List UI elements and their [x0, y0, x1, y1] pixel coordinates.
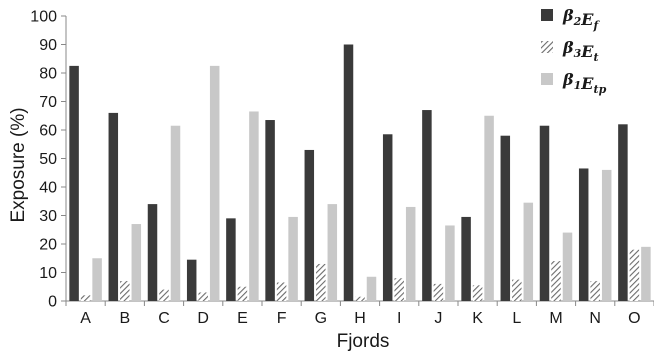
- bar-series-1-M: [539, 125, 550, 301]
- y-tick-label: 80: [39, 66, 57, 83]
- x-tick-label: M: [549, 310, 562, 327]
- bar-series-3-K: [484, 115, 494, 301]
- y-tick-label: 0: [48, 294, 57, 311]
- bar-series-2-C: [159, 289, 169, 301]
- x-axis-title: Fjords: [337, 331, 390, 352]
- bar-series-3-A: [92, 258, 102, 301]
- bar-series-3-E: [249, 111, 259, 301]
- y-tick-label: 10: [39, 265, 57, 282]
- bar-series-3-L: [523, 202, 534, 301]
- legend: β2Ef β3Et β1Etp: [541, 6, 607, 96]
- bar-series-1-K: [461, 216, 471, 301]
- bar-series-2-I: [394, 278, 404, 301]
- bar-series-2-B: [120, 281, 130, 301]
- bar-series-2-M: [551, 261, 561, 301]
- bar-series-3-O: [641, 246, 651, 301]
- x-tick-label: J: [434, 310, 442, 327]
- legend-swatch-3: [541, 73, 553, 85]
- bar-series-1-L: [500, 135, 511, 301]
- x-tick-label: E: [237, 310, 248, 327]
- bar-series-2-D: [198, 292, 208, 301]
- y-tick-label: 20: [39, 237, 57, 254]
- x-tick-label: D: [197, 310, 209, 327]
- bar-series-3-F: [288, 216, 298, 301]
- x-tick-label: L: [512, 310, 521, 327]
- legend-swatch-1: [541, 9, 553, 21]
- legend-swatch-2: [541, 41, 553, 53]
- y-tick-label: 40: [39, 180, 57, 197]
- bar-series-2-A: [80, 295, 91, 301]
- bar-series-1-I: [382, 134, 393, 301]
- x-tick-label: N: [589, 310, 601, 327]
- y-tick-label: 90: [39, 37, 57, 54]
- bar-series-2-H: [355, 296, 365, 301]
- y-tick-label: 70: [39, 94, 57, 111]
- bar-series-1-J: [422, 110, 432, 301]
- bar-series-2-K: [472, 285, 483, 301]
- legend-label-3: β1Etp: [562, 70, 607, 96]
- x-tick-label: O: [628, 310, 640, 327]
- bar-series-2-G: [316, 263, 326, 301]
- bar-series-3-B: [131, 224, 142, 301]
- bar-series-2-F: [276, 282, 287, 301]
- bar-series-1-E: [226, 218, 236, 301]
- legend-label-1: β2Ef: [562, 6, 600, 32]
- bar-series-1-B: [108, 112, 119, 302]
- y-tick-label: 50: [39, 151, 57, 168]
- x-tick-label: F: [277, 310, 287, 327]
- x-tick-label: A: [80, 310, 91, 327]
- bar-series-1-O: [618, 124, 628, 301]
- bar-series-1-H: [343, 44, 354, 301]
- bar-series-1-N: [578, 168, 589, 301]
- bar-series-2-L: [512, 279, 522, 302]
- y-axis-title: Exposure (%): [8, 107, 29, 222]
- y-tick-label: 100: [30, 9, 57, 26]
- x-tick-label: G: [315, 310, 327, 327]
- bar-series-3-C: [170, 125, 181, 301]
- bar-series-3-N: [601, 169, 612, 301]
- y-tick-label: 30: [39, 208, 57, 225]
- x-axis: A B C D E F G H I J K L M N O: [65, 300, 654, 327]
- bar-series-1-F: [265, 120, 275, 301]
- x-tick-label: H: [354, 310, 366, 327]
- bars-group: [69, 44, 651, 302]
- bar-series-2-E: [237, 286, 248, 301]
- bar-series-2-J: [433, 283, 444, 301]
- x-tick-label: C: [158, 310, 170, 327]
- bar-series-3-I: [405, 206, 416, 301]
- x-tick-label: I: [397, 310, 401, 327]
- x-tick-label: B: [119, 310, 130, 327]
- bar-series-1-D: [186, 259, 197, 301]
- bar-series-3-D: [209, 65, 220, 302]
- y-tick-label: 60: [39, 123, 57, 140]
- legend-label-2: β3Et: [562, 38, 599, 64]
- bar-series-3-M: [562, 232, 573, 301]
- bar-series-1-A: [69, 65, 79, 302]
- bar-series-1-C: [147, 204, 158, 301]
- bar-series-3-H: [366, 276, 377, 301]
- y-axis: 0 10 20 30 40 50 60 70 80 90 100: [30, 9, 67, 311]
- bar-series-3-J: [445, 225, 455, 301]
- x-tick-label: K: [472, 310, 483, 327]
- bar-series-1-G: [304, 149, 315, 301]
- bar-series-2-O: [629, 249, 640, 301]
- bar-series-3-G: [327, 204, 338, 301]
- bar-series-2-N: [590, 281, 600, 301]
